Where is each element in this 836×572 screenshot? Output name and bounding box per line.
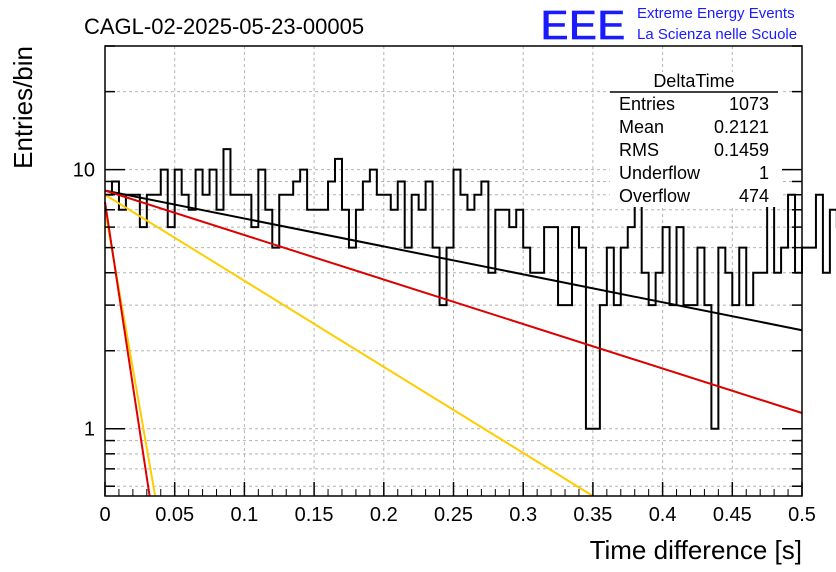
fit-curves: [104, 189, 803, 497]
axis-ticks: [104, 45, 803, 496]
x-tick-label: 0.35: [573, 504, 612, 526]
stat-label: Underflow: [619, 163, 701, 183]
stat-value: 474: [739, 186, 769, 206]
fit-curve: [104, 189, 803, 332]
x-tick-label: 0: [99, 504, 110, 526]
x-tick-labels: 0 0.05 0.1 0.15 0.2 0.25 0.3 0.35 0.4 0.45 0.5: [99, 504, 815, 526]
brand-line-2: La Scienza nelle Scuole: [637, 26, 797, 43]
x-tick-label: 0.1: [230, 504, 258, 526]
run-title: CAGL-02-2025-05-23-00005: [84, 14, 364, 39]
x-tick-label: 0.15: [295, 504, 334, 526]
x-tick-label: 0.4: [649, 504, 677, 526]
fit-curve: [104, 201, 151, 497]
stats-box: DeltaTime Entries 1073 Mean 0.2121 RMS 0…: [610, 71, 780, 207]
x-tick-label: 0.3: [509, 504, 537, 526]
stat-value: 1: [759, 163, 769, 183]
stat-value: 0.2121: [714, 117, 769, 137]
x-axis-title: Time difference [s]: [590, 535, 802, 565]
y-tick-label: 1: [84, 419, 95, 441]
fit-curve: [104, 189, 803, 414]
x-tick-label: 0.05: [155, 504, 194, 526]
brand-line-1: Extreme Energy Events: [637, 5, 795, 22]
stats-title: DeltaTime: [653, 71, 734, 91]
y-tick-label: 10: [73, 160, 95, 182]
stat-label: Mean: [619, 117, 664, 137]
x-tick-label: 0.25: [434, 504, 473, 526]
stat-value: 1073: [729, 94, 769, 114]
x-tick-label: 0.45: [713, 504, 752, 526]
stat-label: Entries: [619, 94, 675, 114]
stat-label: Overflow: [619, 186, 691, 206]
eee-logo: EEE: [540, 1, 625, 50]
stat-label: RMS: [619, 140, 659, 160]
fit-curve: [104, 193, 594, 497]
y-tick-labels: 1 10: [73, 160, 95, 441]
stat-value: 0.1459: [714, 140, 769, 160]
y-axis-title: Entries/bin: [8, 46, 38, 169]
x-tick-label: 0.2: [370, 504, 398, 526]
x-tick-label: 0.5: [788, 504, 816, 526]
